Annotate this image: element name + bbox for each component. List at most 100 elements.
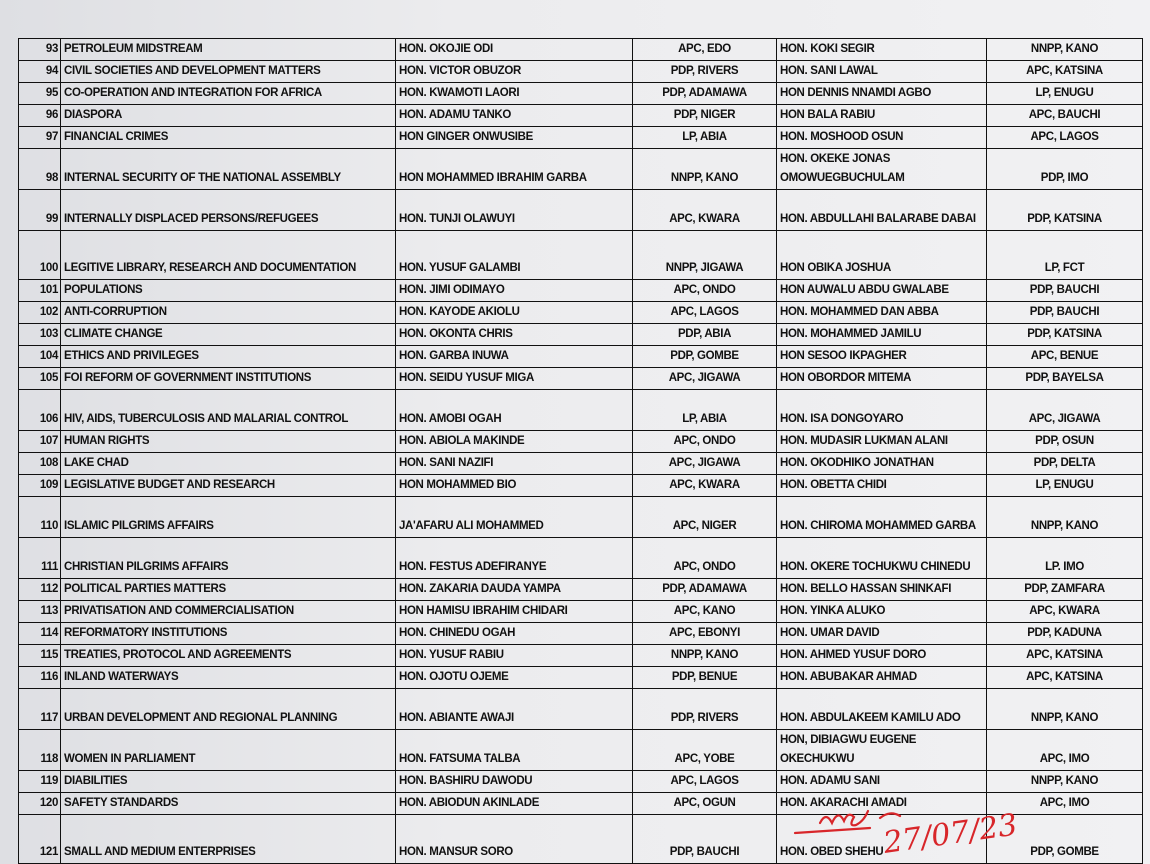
chairman-party: APC, OGUN bbox=[632, 792, 777, 815]
deputy-party: APC, KWARA bbox=[986, 600, 1143, 623]
deputy-chairman-name: HON. ABUBAKAR AHMAD bbox=[776, 666, 987, 689]
chairman-name: HON. OKONTA CHRIS bbox=[395, 323, 633, 346]
committee-name: HIV, AIDS, TUBERCULOSIS AND MALARIAL CON… bbox=[60, 389, 396, 431]
row-number: 98 bbox=[18, 148, 61, 190]
row-number: 112 bbox=[18, 578, 61, 601]
chairman-party: LP, ABIA bbox=[632, 126, 777, 149]
table-row: 105 FOI REFORM OF GOVERNMENT INSTITUTIONS… bbox=[18, 367, 1143, 390]
row-number: 105 bbox=[18, 367, 61, 390]
deputy-chairman-name: HON BALA RABIU bbox=[776, 104, 987, 127]
table-row: 108 LAKE CHAD HON. SANI NAZIFI APC, JIGAWA H… bbox=[18, 452, 1143, 475]
chairman-party: PDP, ADAMAWA bbox=[632, 578, 777, 601]
deputy-party: PDP, KADUNA bbox=[986, 622, 1143, 645]
committee-name: INTERNAL SECURITY OF THE NATIONAL ASSEMB… bbox=[60, 148, 396, 190]
table-row: 95 CO-OPERATION AND INTEGRATION FOR AFRIC… bbox=[18, 82, 1143, 105]
deputy-chairman-name: HON. MOSHOOD OSUN bbox=[776, 126, 987, 149]
committee-table-sheet: 93 PETROLEUM MIDSTREAM HON. OKOJIE ODI APC,… bbox=[18, 38, 1143, 864]
deputy-party: PDP, ZAMFARA bbox=[986, 578, 1143, 601]
deputy-party: PDP, KATSINA bbox=[986, 189, 1143, 231]
table-row: 96 DIASPORA HON. ADAMU TANKO PDP, NIGER HON … bbox=[18, 104, 1143, 127]
committee-name: SMALL AND MEDIUM ENTERPRISES bbox=[60, 814, 396, 864]
row-number: 121 bbox=[18, 814, 61, 864]
committee-name: FOI REFORM OF GOVERNMENT INSTITUTIONS bbox=[60, 367, 396, 390]
table-row: 110 ISLAMIC PILGRIMS AFFAIRS JA'AFARU ALI … bbox=[18, 496, 1143, 538]
deputy-chairman-name: HON SESOO IKPAGHER bbox=[776, 345, 987, 368]
deputy-party: APC, KATSINA bbox=[986, 60, 1143, 83]
chairman-name: HON. KWAMOTI LAORI bbox=[395, 82, 633, 105]
deputy-chairman-name: HON. AHMED YUSUF DORO bbox=[776, 644, 987, 667]
chairman-name: HON. KAYODE AKIOLU bbox=[395, 301, 633, 324]
table-row: 102 ANTI-CORRUPTION HON. KAYODE AKIOLU APC,… bbox=[18, 301, 1143, 324]
committee-name: CHRISTIAN PILGRIMS AFFAIRS bbox=[60, 537, 396, 579]
chairman-party: APC, EDO bbox=[632, 38, 777, 61]
deputy-party: PDP, GOMBE bbox=[986, 814, 1143, 864]
row-number: 113 bbox=[18, 600, 61, 623]
chairman-name: HON. FATSUMA TALBA bbox=[395, 729, 633, 771]
committee-name: POLITICAL PARTIES MATTERS bbox=[60, 578, 396, 601]
table-row: 120 SAFETY STANDARDS HON. ABIODUN AKINLADE… bbox=[18, 792, 1143, 815]
chairman-name: HON. AMOBI OGAH bbox=[395, 389, 633, 431]
table-row: 107 HUMAN RIGHTS HON. ABIOLA MAKINDE APC, O… bbox=[18, 430, 1143, 453]
chairman-party: PDP, RIVERS bbox=[632, 60, 777, 83]
table-row: 116 INLAND WATERWAYS HON. OJOTU OJEME PDP, … bbox=[18, 666, 1143, 689]
chairman-party: APC, LAGOS bbox=[632, 301, 777, 324]
table-row: 109 LEGISLATIVE BUDGET AND RESEARCH HON MO… bbox=[18, 474, 1143, 497]
chairman-name: HON. OJOTU OJEME bbox=[395, 666, 633, 689]
chairman-name: HON GINGER ONWUSIBE bbox=[395, 126, 633, 149]
deputy-party: APC, KATSINA bbox=[986, 666, 1143, 689]
row-number: 120 bbox=[18, 792, 61, 815]
chairman-party: LP, ABIA bbox=[632, 389, 777, 431]
committee-table: 93 PETROLEUM MIDSTREAM HON. OKOJIE ODI APC,… bbox=[18, 38, 1143, 864]
row-number: 115 bbox=[18, 644, 61, 667]
deputy-chairman-name: HON. YINKA ALUKO bbox=[776, 600, 987, 623]
chairman-name: HON. ABIOLA MAKINDE bbox=[395, 430, 633, 453]
committee-name: POPULATIONS bbox=[60, 279, 396, 302]
row-number: 95 bbox=[18, 82, 61, 105]
committee-name: CO-OPERATION AND INTEGRATION FOR AFRICA bbox=[60, 82, 396, 105]
committee-name: DIASPORA bbox=[60, 104, 396, 127]
chairman-party: APC, YOBE bbox=[632, 729, 777, 771]
committee-name: FINANCIAL CRIMES bbox=[60, 126, 396, 149]
committee-name: TREATIES, PROTOCOL AND AGREEMENTS bbox=[60, 644, 396, 667]
table-row: 98 INTERNAL SECURITY OF THE NATIONAL ASSE… bbox=[18, 148, 1143, 190]
chairman-party: APC, KWARA bbox=[632, 189, 777, 231]
deputy-party: PDP, KATSINA bbox=[986, 323, 1143, 346]
chairman-party: PDP, ABIA bbox=[632, 323, 777, 346]
chairman-name: HON. YUSUF GALAMBI bbox=[395, 230, 633, 280]
deputy-chairman-name: HON. SANI LAWAL bbox=[776, 60, 987, 83]
chairman-party: PDP, NIGER bbox=[632, 104, 777, 127]
row-number: 117 bbox=[18, 688, 61, 730]
deputy-party: NNPP, KANO bbox=[986, 496, 1143, 538]
committee-name: LEGISLATIVE BUDGET AND RESEARCH bbox=[60, 474, 396, 497]
deputy-party: LP, FCT bbox=[986, 230, 1143, 280]
deputy-party: APC, BAUCHI bbox=[986, 104, 1143, 127]
row-number: 93 bbox=[18, 38, 61, 61]
table-row: 106 HIV, AIDS, TUBERCULOSIS AND MALARIAL … bbox=[18, 389, 1143, 431]
chairman-party: PDP, BENUE bbox=[632, 666, 777, 689]
deputy-party: PDP, OSUN bbox=[986, 430, 1143, 453]
committee-name: ANTI-CORRUPTION bbox=[60, 301, 396, 324]
chairman-name: HON. JIMI ODIMAYO bbox=[395, 279, 633, 302]
committee-name: ETHICS AND PRIVILEGES bbox=[60, 345, 396, 368]
committee-name: URBAN DEVELOPMENT AND REGIONAL PLANNING bbox=[60, 688, 396, 730]
row-number: 99 bbox=[18, 189, 61, 231]
table-row: 114 REFORMATORY INSTITUTIONS HON. CHINEDU … bbox=[18, 622, 1143, 645]
chairman-party: PDP, BAUCHI bbox=[632, 814, 777, 864]
chairman-name: HON. VICTOR OBUZOR bbox=[395, 60, 633, 83]
chairman-name: HON MOHAMMED BIO bbox=[395, 474, 633, 497]
row-number: 114 bbox=[18, 622, 61, 645]
deputy-chairman-name: HON. OKERE TOCHUKWU CHINEDU bbox=[776, 537, 987, 579]
deputy-party: LP, ENUGU bbox=[986, 82, 1143, 105]
deputy-party: APC, JIGAWA bbox=[986, 389, 1143, 431]
chairman-party: APC, NIGER bbox=[632, 496, 777, 538]
deputy-chairman-name: HON DENNIS NNAMDI AGBO bbox=[776, 82, 987, 105]
committee-name: HUMAN RIGHTS bbox=[60, 430, 396, 453]
deputy-party: APC, LAGOS bbox=[986, 126, 1143, 149]
committee-name: DIABILITIES bbox=[60, 770, 396, 793]
deputy-chairman-name: HON. MOHAMMED JAMILU bbox=[776, 323, 987, 346]
chairman-name: HON. OKOJIE ODI bbox=[395, 38, 633, 61]
chairman-name: HON. YUSUF RABIU bbox=[395, 644, 633, 667]
deputy-party: PDP, DELTA bbox=[986, 452, 1143, 475]
deputy-chairman-name: HON. BELLO HASSAN SHINKAFI bbox=[776, 578, 987, 601]
row-number: 107 bbox=[18, 430, 61, 453]
